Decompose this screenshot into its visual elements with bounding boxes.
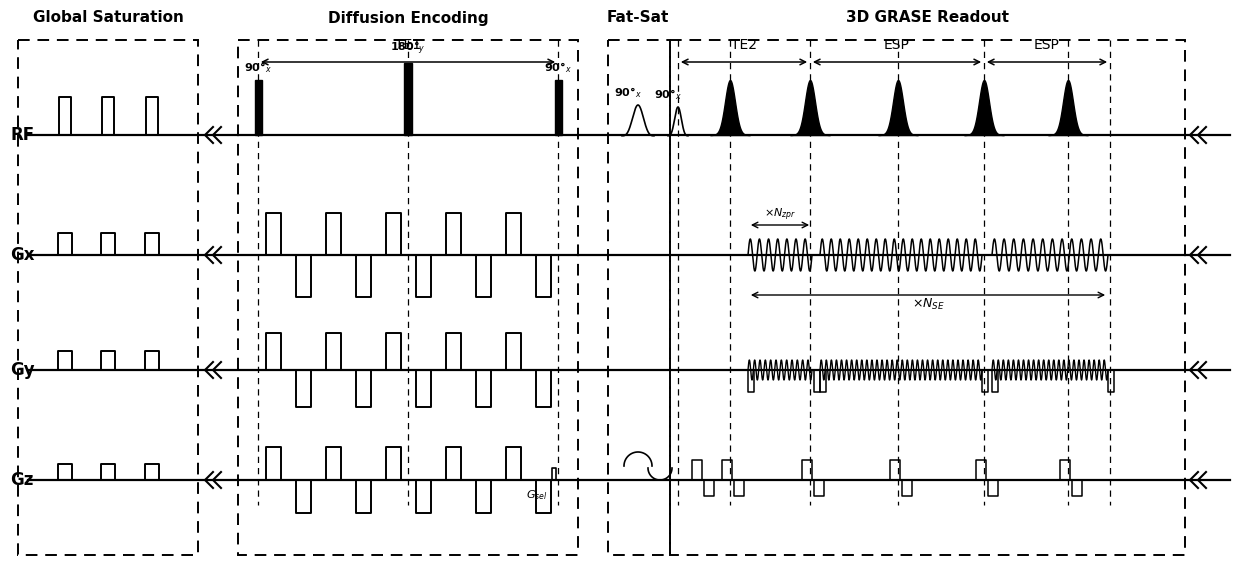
Text: 90°$_x$: 90°$_x$: [544, 60, 572, 75]
Text: RF: RF: [10, 126, 35, 144]
Bar: [238, 40, 578, 555]
Text: TE2: TE2: [732, 38, 756, 52]
Text: 90°$_x$: 90°$_x$: [614, 85, 642, 100]
Bar: [608, 40, 670, 555]
Text: Diffusion Encoding: Diffusion Encoding: [327, 10, 489, 25]
Text: Gz: Gz: [10, 471, 33, 489]
Text: 3D GRASE Readout: 3D GRASE Readout: [847, 10, 1009, 25]
Text: Global Saturation: Global Saturation: [32, 10, 184, 25]
Text: ESP: ESP: [884, 38, 910, 52]
Bar: [254, 80, 262, 135]
Text: 90°$_x$: 90°$_x$: [653, 87, 682, 102]
Text: Fat-Sat: Fat-Sat: [606, 10, 670, 25]
Text: TE1: TE1: [394, 38, 422, 52]
Bar: [404, 63, 412, 135]
Text: $\times N_{zpr}$: $\times N_{zpr}$: [764, 207, 796, 223]
Text: 180°$_y$: 180°$_y$: [391, 40, 425, 57]
Text: 90°$_x$: 90°$_x$: [244, 60, 272, 75]
Text: $G_{sel}$: $G_{sel}$: [527, 488, 548, 502]
Bar: [554, 80, 562, 135]
Bar: [19, 40, 198, 555]
Text: ESP: ESP: [1034, 38, 1060, 52]
Text: $\times N_{SE}$: $\times N_{SE}$: [911, 297, 945, 312]
Bar: [670, 40, 1185, 555]
Text: Gx: Gx: [10, 246, 35, 264]
Text: Gy: Gy: [10, 361, 35, 379]
